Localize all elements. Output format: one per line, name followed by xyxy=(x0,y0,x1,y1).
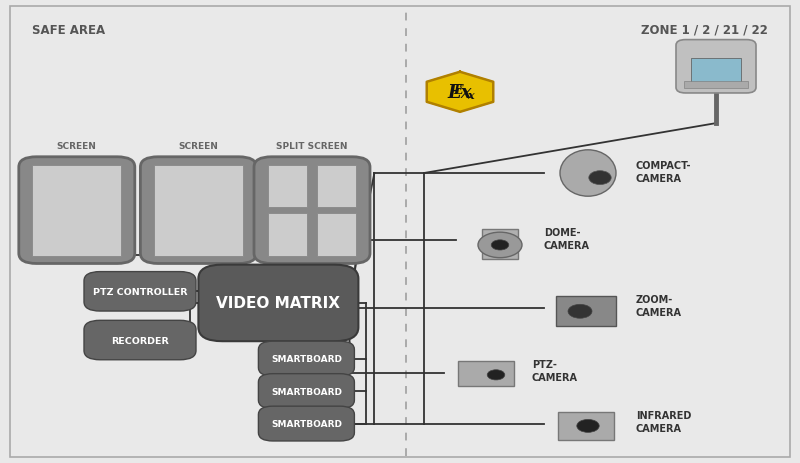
Bar xyxy=(154,165,243,256)
Bar xyxy=(458,361,514,387)
Text: PTZ CONTROLLER: PTZ CONTROLLER xyxy=(93,287,187,296)
Bar xyxy=(684,82,748,89)
Text: CAMERA: CAMERA xyxy=(636,173,682,183)
Ellipse shape xyxy=(487,370,505,380)
Text: x: x xyxy=(467,89,474,100)
Bar xyxy=(32,165,122,256)
Text: SMARTBOARD: SMARTBOARD xyxy=(271,354,342,363)
Text: CAMERA: CAMERA xyxy=(532,372,578,382)
Text: PTZ-: PTZ- xyxy=(532,359,557,369)
Ellipse shape xyxy=(491,240,509,250)
Text: INFRARED: INFRARED xyxy=(636,410,691,420)
Text: ZONE 1 / 2 / 21 / 22: ZONE 1 / 2 / 21 / 22 xyxy=(641,24,768,37)
Bar xyxy=(317,165,357,208)
Polygon shape xyxy=(426,73,494,113)
Bar xyxy=(558,412,614,440)
Text: CAMERA: CAMERA xyxy=(544,240,590,250)
Text: SMARTBOARD: SMARTBOARD xyxy=(271,419,342,428)
Bar xyxy=(556,296,616,326)
FancyBboxPatch shape xyxy=(258,341,354,376)
Bar xyxy=(267,213,307,256)
Text: CAMERA: CAMERA xyxy=(636,307,682,318)
Bar xyxy=(267,165,307,208)
FancyBboxPatch shape xyxy=(140,157,256,264)
Text: SCREEN: SCREEN xyxy=(178,141,218,150)
Text: COMPACT-: COMPACT- xyxy=(636,160,691,170)
Ellipse shape xyxy=(478,232,522,258)
FancyBboxPatch shape xyxy=(258,374,354,409)
Text: VIDEO MATRIX: VIDEO MATRIX xyxy=(216,296,341,311)
Text: SMARTBOARD: SMARTBOARD xyxy=(271,387,342,396)
FancyBboxPatch shape xyxy=(84,272,196,311)
Text: CAMERA: CAMERA xyxy=(636,423,682,433)
FancyBboxPatch shape xyxy=(254,157,370,264)
Bar xyxy=(482,229,518,259)
Text: Ex: Ex xyxy=(448,84,472,101)
FancyBboxPatch shape xyxy=(198,265,358,342)
Bar xyxy=(317,213,357,256)
Text: SAFE AREA: SAFE AREA xyxy=(32,24,105,37)
Bar xyxy=(691,59,742,83)
Text: ZOOM-: ZOOM- xyxy=(636,294,674,305)
Text: DOME-: DOME- xyxy=(544,227,581,238)
Ellipse shape xyxy=(589,171,611,185)
Ellipse shape xyxy=(577,419,599,432)
FancyBboxPatch shape xyxy=(676,41,756,94)
FancyBboxPatch shape xyxy=(84,320,196,360)
FancyBboxPatch shape xyxy=(258,407,354,441)
Ellipse shape xyxy=(568,305,592,319)
Ellipse shape xyxy=(560,150,616,197)
Text: SCREEN: SCREEN xyxy=(57,141,97,150)
Text: E: E xyxy=(453,84,462,97)
Text: RECORDER: RECORDER xyxy=(111,336,169,345)
FancyBboxPatch shape xyxy=(18,157,134,264)
Text: SPLIT SCREEN: SPLIT SCREEN xyxy=(276,141,348,150)
